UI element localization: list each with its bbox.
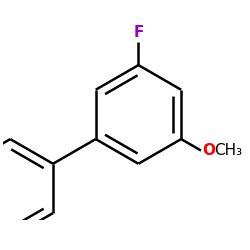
Text: F: F — [133, 24, 143, 40]
Text: O: O — [202, 143, 215, 158]
Text: CH₃: CH₃ — [214, 143, 242, 158]
